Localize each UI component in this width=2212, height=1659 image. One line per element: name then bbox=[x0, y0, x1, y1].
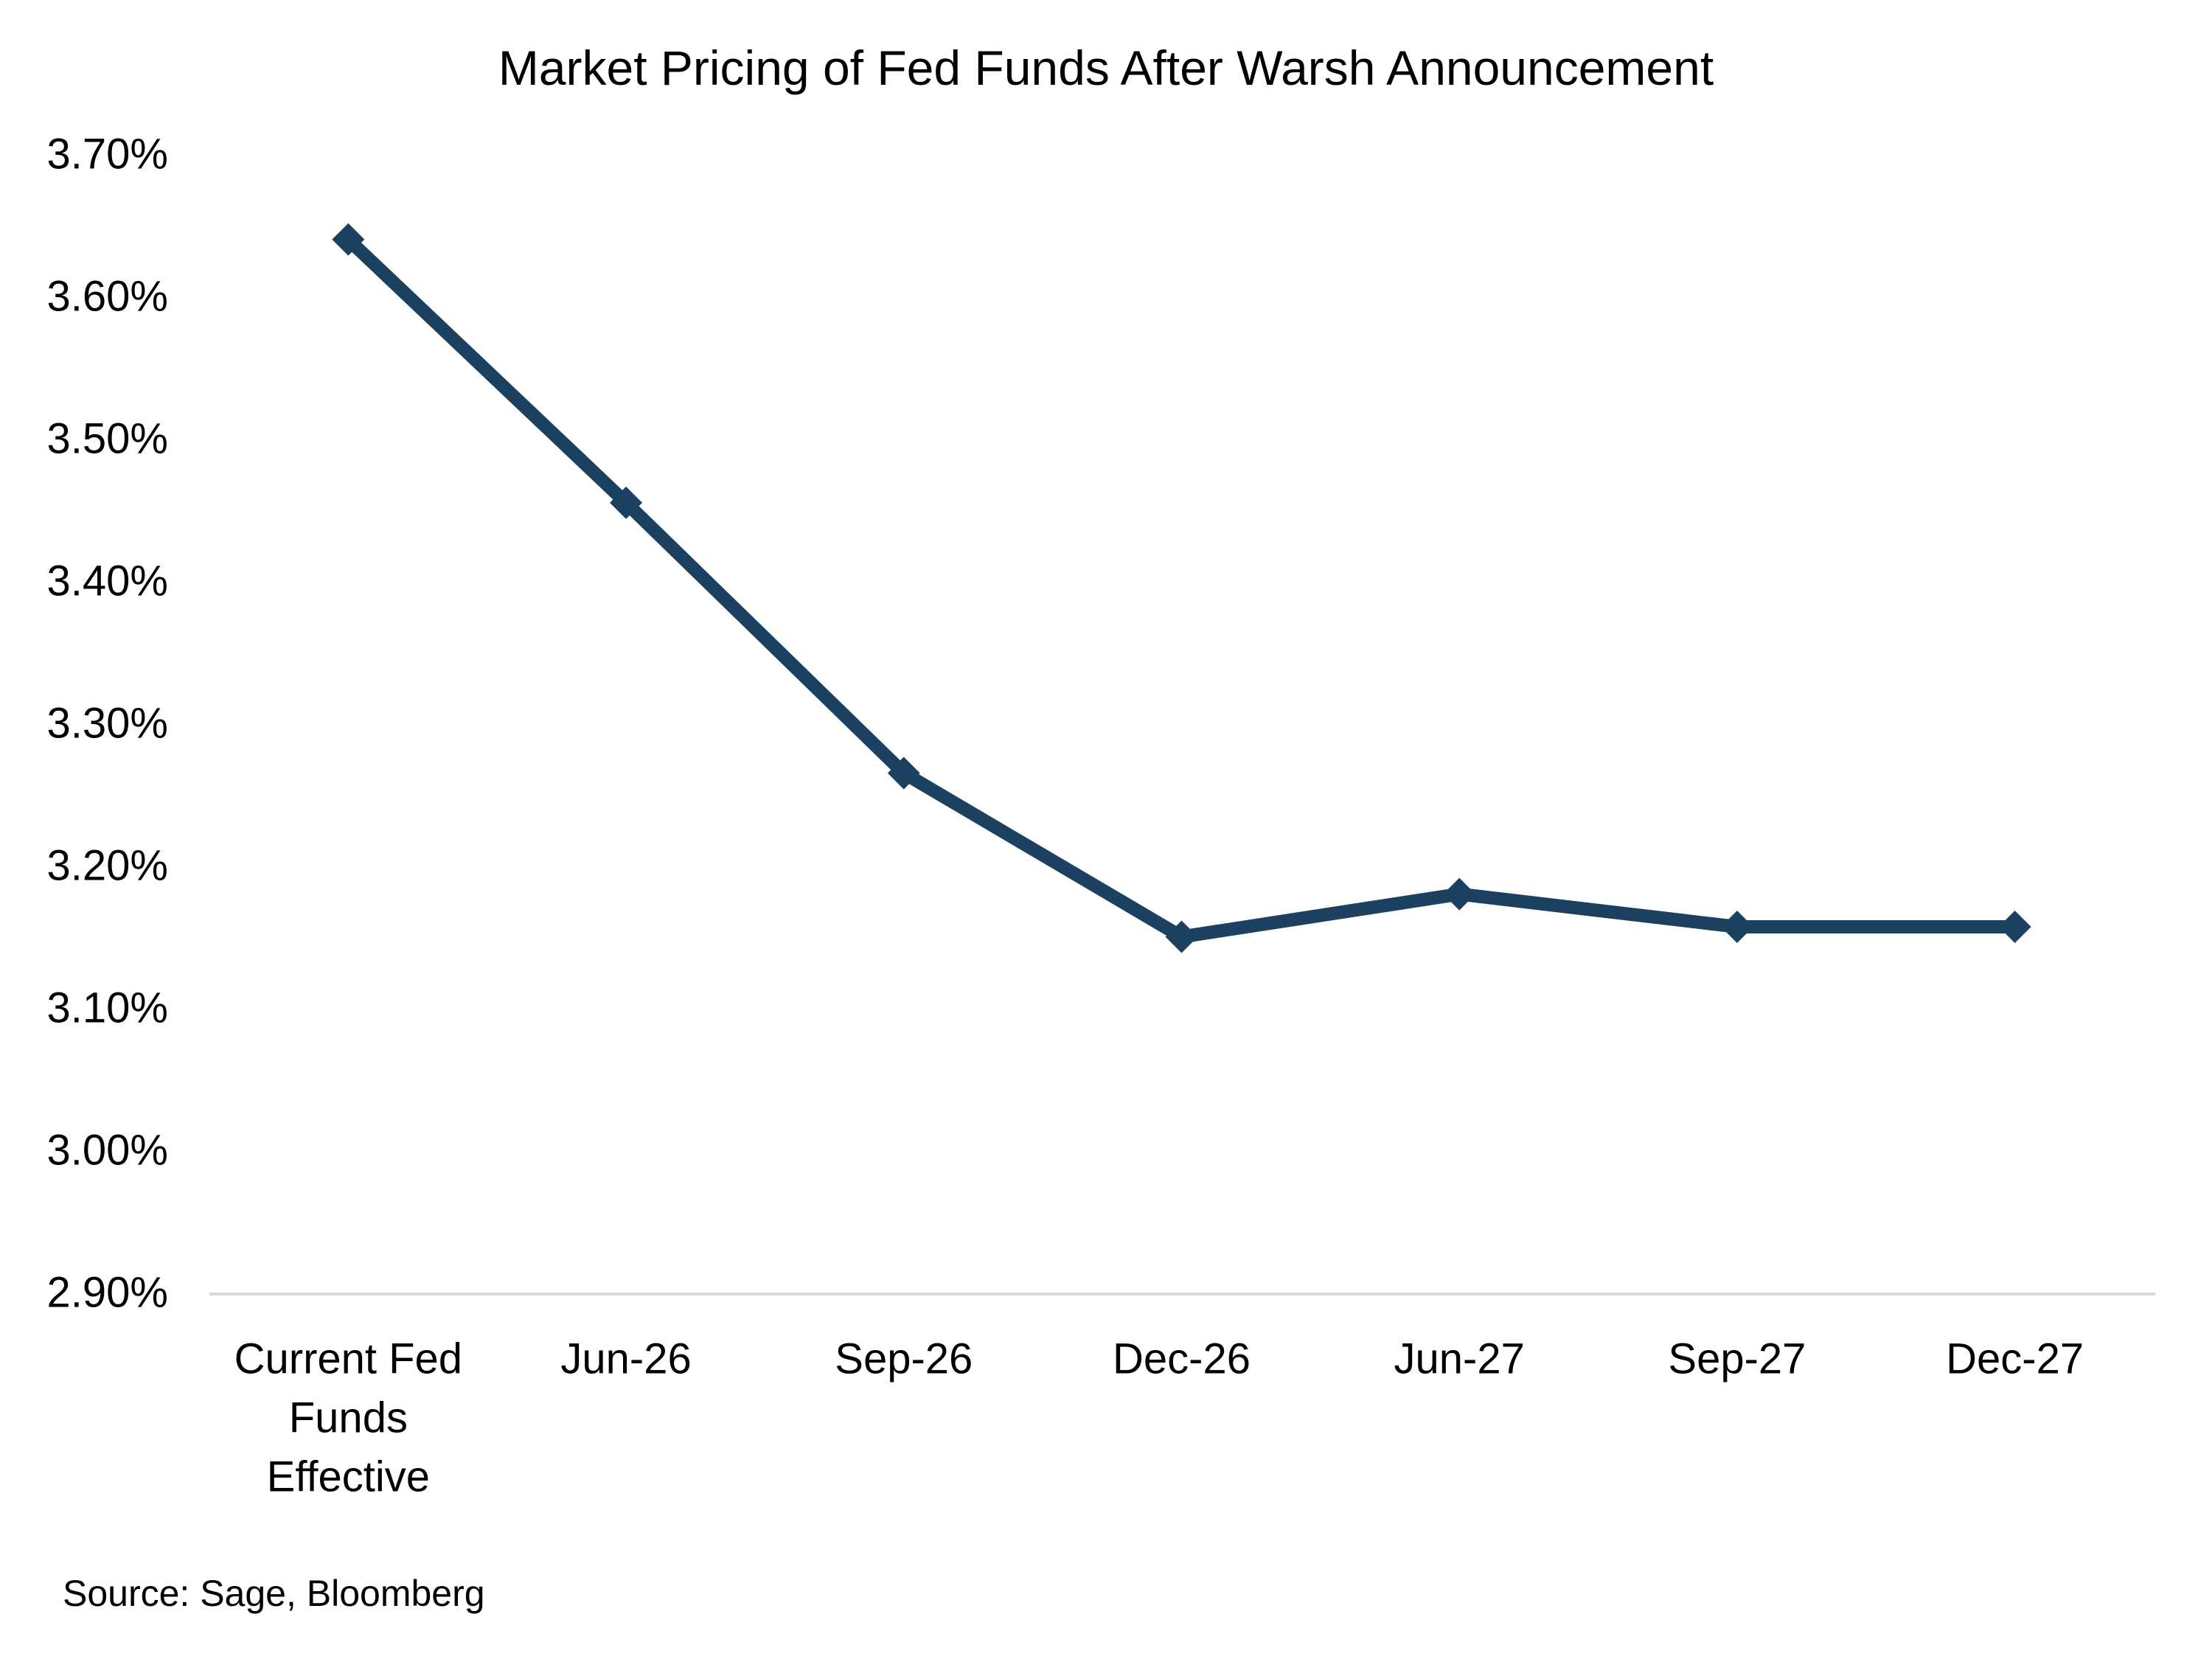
x-axis-category-label: Jun-27 bbox=[1394, 1335, 1525, 1383]
y-axis-tick-label: 3.10% bbox=[47, 984, 168, 1032]
chart-title: Market Pricing of Fed Funds After Warsh … bbox=[498, 41, 1714, 95]
source-note: Source: Sage, Bloomberg bbox=[63, 1573, 485, 1614]
y-axis-tick-label: 3.70% bbox=[47, 131, 168, 178]
y-axis-tick-label: 3.00% bbox=[47, 1127, 168, 1175]
x-axis-category-label: Dec-27 bbox=[1946, 1335, 2084, 1383]
x-axis-category-label: Jun-26 bbox=[560, 1335, 691, 1383]
y-axis-tick-label: 3.40% bbox=[47, 557, 168, 605]
x-axis-category-label: Dec-26 bbox=[1113, 1335, 1251, 1383]
data-point-marker bbox=[1443, 877, 1476, 911]
x-axis-category-label: Sep-26 bbox=[835, 1335, 973, 1383]
y-axis-tick-label: 3.30% bbox=[47, 700, 168, 748]
x-axis-category-label: Sep-27 bbox=[1668, 1335, 1806, 1383]
y-axis-tick-label: 3.20% bbox=[47, 842, 168, 890]
data-point-marker bbox=[1998, 910, 2031, 943]
x-axis-category-label: Current Fed bbox=[234, 1335, 462, 1383]
data-point-marker bbox=[887, 757, 920, 790]
y-axis-tick-label: 3.60% bbox=[47, 273, 168, 321]
series-line bbox=[344, 234, 2015, 944]
x-axis-category-label: Effective bbox=[267, 1453, 430, 1501]
y-axis-tick-label: 3.50% bbox=[47, 415, 168, 463]
data-point-marker bbox=[610, 486, 643, 519]
x-axis-category-label: Funds bbox=[289, 1394, 408, 1442]
data-point-marker bbox=[1720, 910, 1753, 943]
data-point-marker bbox=[1165, 920, 1198, 953]
data-point-marker bbox=[332, 223, 365, 256]
y-axis-tick-label: 2.90% bbox=[47, 1269, 168, 1317]
